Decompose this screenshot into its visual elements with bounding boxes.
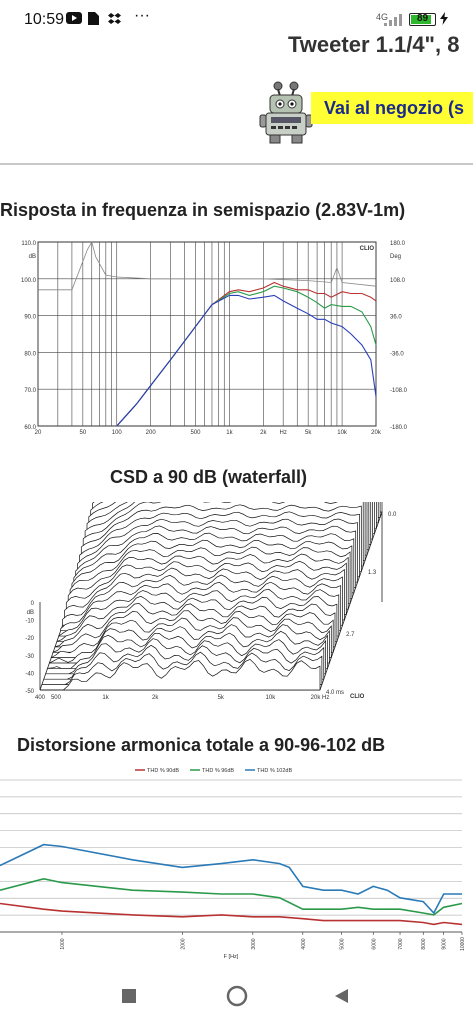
status-time: 10:59 xyxy=(24,11,65,28)
frequency-response-chart: 110.0 dB 100.0 90.0 80.0 70.0 60.0 180.0 Deg 108.… xyxy=(14,236,414,445)
x-tick-label: 4000 xyxy=(301,938,307,949)
frequency-response-title: Risposta in frequenza in semispazio (2.8… xyxy=(0,200,406,220)
x-tick-label: 10000 xyxy=(460,937,466,951)
thd-series-thd_blue xyxy=(0,843,462,915)
x-tick-label: 1000 xyxy=(60,938,66,949)
x-tick-label: 5k xyxy=(218,695,225,701)
more-dots-icon: ··· xyxy=(134,7,150,24)
plot-frame xyxy=(37,241,377,427)
thd-title: Distorsione armonica totale a 90-96-102 … xyxy=(17,735,386,755)
z-tick-label: 4.0 ms xyxy=(326,690,344,696)
csd-waterfall-chart: 0 dB -10 -20 -30 -40 -50 400 500 1k 2k 5k 10k 20k Hz 0… xyxy=(20,427,400,717)
series-line-phase-grey xyxy=(38,240,377,291)
dropbox-icon xyxy=(108,12,121,29)
x-tick-label: 8000 xyxy=(421,938,427,949)
robot-mascot-icon xyxy=(256,80,314,144)
x-tick-label: 5k xyxy=(305,430,312,436)
legend-label: THD % 102dB xyxy=(257,768,292,774)
charging-icon xyxy=(440,12,448,28)
y-tick-label: -40 xyxy=(25,671,34,677)
y-tick-label: 60.0 xyxy=(24,425,36,431)
signal-icon xyxy=(384,14,402,30)
x-tick-label: 20k Hz xyxy=(311,695,330,701)
y-tick-label: dB xyxy=(27,610,34,616)
document-icon xyxy=(88,12,99,29)
y-tick-label: -20 xyxy=(25,636,34,642)
brand-label: CLIO xyxy=(360,246,375,252)
youtube-icon xyxy=(66,12,82,28)
x-tick-label: 3000 xyxy=(251,938,257,949)
y2-tick-label: Deg xyxy=(390,254,401,260)
y-tick-label: 100.0 xyxy=(21,278,37,284)
divider xyxy=(0,163,473,165)
y-tick-label: 90.0 xyxy=(24,315,36,321)
thd-chart: THD % 90dB THD % 96dB THD % 102dB 1000 2000 3… xyxy=(0,760,473,969)
x-tick-label: 1k xyxy=(102,695,109,701)
home-button[interactable] xyxy=(226,985,248,1007)
shop-button[interactable]: Vai al negozio (s xyxy=(311,92,473,124)
y2-tick-label: 36.0 xyxy=(390,315,402,321)
x-tick-label: 400 xyxy=(35,695,46,701)
x-tick-label: 2k xyxy=(260,430,267,436)
y-tick-label: dB xyxy=(29,254,36,260)
x-tick-label: 200 xyxy=(146,430,157,436)
y2-tick-label: -180.0 xyxy=(390,425,408,431)
thd-series-green xyxy=(0,877,463,916)
navigation-bar xyxy=(0,965,473,1024)
x-tick-label: 10k xyxy=(337,430,348,436)
x-tick-label: 9000 xyxy=(442,938,448,949)
y2-tick-label: 180.0 xyxy=(390,241,406,247)
battery-level: 89 xyxy=(416,13,429,24)
y-tick-label: 80.0 xyxy=(24,351,36,357)
page-title: Tweeter 1.1/4", 8 xyxy=(288,32,460,57)
csd-title: CSD a 90 dB (waterfall) xyxy=(110,467,308,487)
thd-series-red xyxy=(0,902,463,926)
waterfall-slice xyxy=(40,658,321,691)
recent-apps-button[interactable] xyxy=(122,989,136,1003)
back-button[interactable] xyxy=(335,989,348,1003)
x-tick-label: 7000 xyxy=(398,938,404,949)
thd-svg: THD % 90dB THD % 96dB THD % 102dB 1000 2000 3… xyxy=(0,768,466,960)
series-line-blue xyxy=(116,294,377,427)
network-type: 4G xyxy=(376,12,389,22)
y2-tick-label: -36.0 xyxy=(390,351,404,357)
status-bar: 10:59 ··· 4G 89 xyxy=(0,0,473,40)
x-tick-label: 500 xyxy=(190,430,201,436)
x-tick-label: 100 xyxy=(112,430,123,436)
x-tick-label: Hz xyxy=(280,430,287,436)
brand-label: CLIO xyxy=(350,694,365,700)
y-tick-label: -50 xyxy=(25,689,34,695)
battery-fill xyxy=(411,15,432,24)
z-tick-label: 1.3 xyxy=(368,570,377,576)
x-tick-label: 5000 xyxy=(340,938,346,949)
battery-icon: 89 xyxy=(409,13,436,26)
x-tick-label: 6000 xyxy=(371,938,377,949)
z-tick-label: 2.7 xyxy=(346,632,355,638)
x-tick-label: 10k xyxy=(266,695,277,701)
x-tick-label: 2000 xyxy=(180,938,186,949)
x-tick-label: 1k xyxy=(226,430,233,436)
waterfall-side xyxy=(319,511,383,691)
x-tick-label: 20k xyxy=(371,430,382,436)
x-tick-label: 20 xyxy=(35,430,42,436)
y2-tick-label: 108.0 xyxy=(390,278,406,284)
y-tick-label: 70.0 xyxy=(24,388,36,394)
x-tick-label: 500 xyxy=(51,695,62,701)
y2-tick-label: -108.0 xyxy=(390,388,408,394)
y-tick-label: 0 xyxy=(31,601,35,607)
legend-label: THD % 90dB xyxy=(147,768,179,774)
z-tick-label: 0.0 xyxy=(388,512,397,518)
x-tick-label: 50 xyxy=(79,430,86,436)
x-axis-label: F [Hz] xyxy=(224,954,239,960)
legend-label: THD % 96dB xyxy=(202,768,234,774)
y-tick-label: 110.0 xyxy=(21,241,36,247)
y-tick-label: -30 xyxy=(25,654,34,660)
x-tick-label: 2k xyxy=(152,695,159,701)
frequency-response-svg: 110.0 dB 100.0 90.0 80.0 70.0 60.0 180.0 Deg 108.… xyxy=(21,240,408,436)
y-tick-label: -10 xyxy=(25,619,34,625)
